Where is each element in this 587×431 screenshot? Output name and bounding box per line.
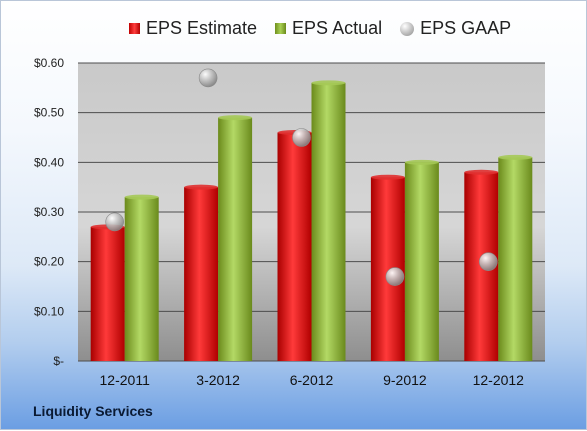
marker-eps-gaap xyxy=(385,267,405,286)
bar-eps-estimate xyxy=(90,226,125,361)
y-tick-label: $0.60 xyxy=(34,56,64,70)
y-tick-label: $- xyxy=(53,354,64,368)
bar-eps-actual xyxy=(498,157,533,361)
marker-eps-gaap xyxy=(478,252,498,271)
legend-item-gaap: EPS GAAP xyxy=(400,18,511,39)
y-tick-label: $0.50 xyxy=(34,106,64,120)
legend-item-estimate: EPS Estimate xyxy=(129,18,257,39)
legend-swatch-actual xyxy=(275,23,287,34)
y-tick-label: $0.20 xyxy=(34,255,64,269)
y-tick-label: $0.10 xyxy=(34,304,64,318)
bar-eps-actual xyxy=(311,82,346,361)
legend: EPS Estimate EPS Actual EPS GAAP xyxy=(129,18,529,39)
x-tick-label: 12-2012 xyxy=(473,372,525,388)
marker-eps-gaap xyxy=(292,128,311,147)
bar-eps-estimate-top xyxy=(184,184,219,190)
legend-swatch-gaap xyxy=(400,21,415,36)
legend-swatch-estimate xyxy=(129,23,140,34)
bar-eps-actual xyxy=(404,162,439,361)
x-tick-label: 6-2012 xyxy=(290,372,334,388)
bar-eps-estimate xyxy=(184,187,219,361)
bars xyxy=(90,80,533,361)
bar-eps-actual-top xyxy=(218,115,253,121)
bar-eps-actual xyxy=(124,197,159,361)
bar-eps-actual-top xyxy=(498,154,533,160)
legend-item-actual: EPS Actual xyxy=(275,18,382,39)
x-tick-label: 3-2012 xyxy=(196,372,240,388)
y-tick-label: $0.30 xyxy=(34,205,64,219)
marker-eps-gaap xyxy=(105,212,124,232)
bar-eps-estimate-top xyxy=(464,169,499,175)
bar-eps-actual-top xyxy=(311,80,346,86)
legend-label-actual: EPS Actual xyxy=(292,18,383,38)
bar-eps-estimate-top xyxy=(370,174,405,180)
bar-eps-estimate xyxy=(277,132,312,361)
legend-label-estimate: EPS Estimate xyxy=(146,18,258,38)
y-axis-ticks: $- $0.10 $0.20 $0.30 $0.40 $0.50 $0.60 xyxy=(34,56,64,368)
x-axis-ticks: 12-2011 3-2012 6-2012 9-2012 12-2012 xyxy=(100,372,525,388)
bar-eps-actual-top xyxy=(404,159,439,165)
y-tick-label: $0.40 xyxy=(34,155,64,169)
marker-eps-gaap xyxy=(198,68,218,88)
bar-eps-actual-top xyxy=(124,194,159,200)
bar-eps-actual xyxy=(218,117,253,361)
gaap-markers xyxy=(105,68,498,286)
x-tick-label: 12-2011 xyxy=(100,372,151,388)
company-name: Liquidity Services xyxy=(33,403,153,419)
legend-label-gaap: EPS GAAP xyxy=(420,18,512,38)
x-tick-label: 9-2012 xyxy=(383,372,427,388)
